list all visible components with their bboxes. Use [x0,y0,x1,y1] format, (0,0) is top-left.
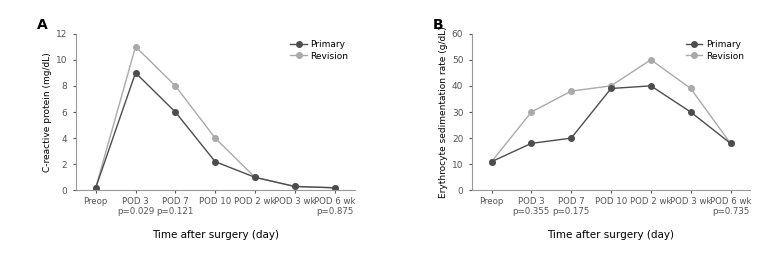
Revision [527,110,536,114]
Text: A: A [37,18,48,32]
X-axis label: Time after surgery (day): Time after surgery (day) [152,230,279,240]
X-axis label: Time after surgery (day): Time after surgery (day) [547,230,675,240]
Revision [647,58,656,61]
Revision [131,45,140,48]
Line: Revision: Revision [489,57,733,164]
Primary [131,71,140,74]
Primary [290,185,299,188]
Primary [171,110,180,114]
Primary [606,87,615,90]
Primary [527,142,536,145]
Primary [686,110,695,114]
Revision [487,160,496,163]
Y-axis label: Erythrocyte sedimentation rate (g/dL): Erythrocyte sedimentation rate (g/dL) [439,26,448,198]
Revision [686,87,695,90]
Text: B: B [433,18,443,32]
Line: Revision: Revision [93,44,337,191]
Primary [211,160,220,163]
Revision [91,186,100,190]
Legend: Primary, Revision: Primary, Revision [684,38,746,62]
Revision [290,185,299,188]
Primary [567,136,576,140]
Revision [567,89,576,93]
Revision [606,84,615,88]
Primary [487,160,496,163]
Primary [647,84,656,88]
Revision [250,176,259,179]
Revision [726,142,735,145]
Legend: Primary, Revision: Primary, Revision [289,38,350,62]
Y-axis label: C-reactive protein (mg/dL): C-reactive protein (mg/dL) [42,52,52,172]
Primary [250,176,259,179]
Line: Primary: Primary [489,83,733,164]
Revision [211,136,220,140]
Revision [171,84,180,88]
Revision [330,186,339,190]
Primary [726,142,735,145]
Primary [330,186,339,190]
Line: Primary: Primary [93,70,337,191]
Primary [91,186,100,190]
